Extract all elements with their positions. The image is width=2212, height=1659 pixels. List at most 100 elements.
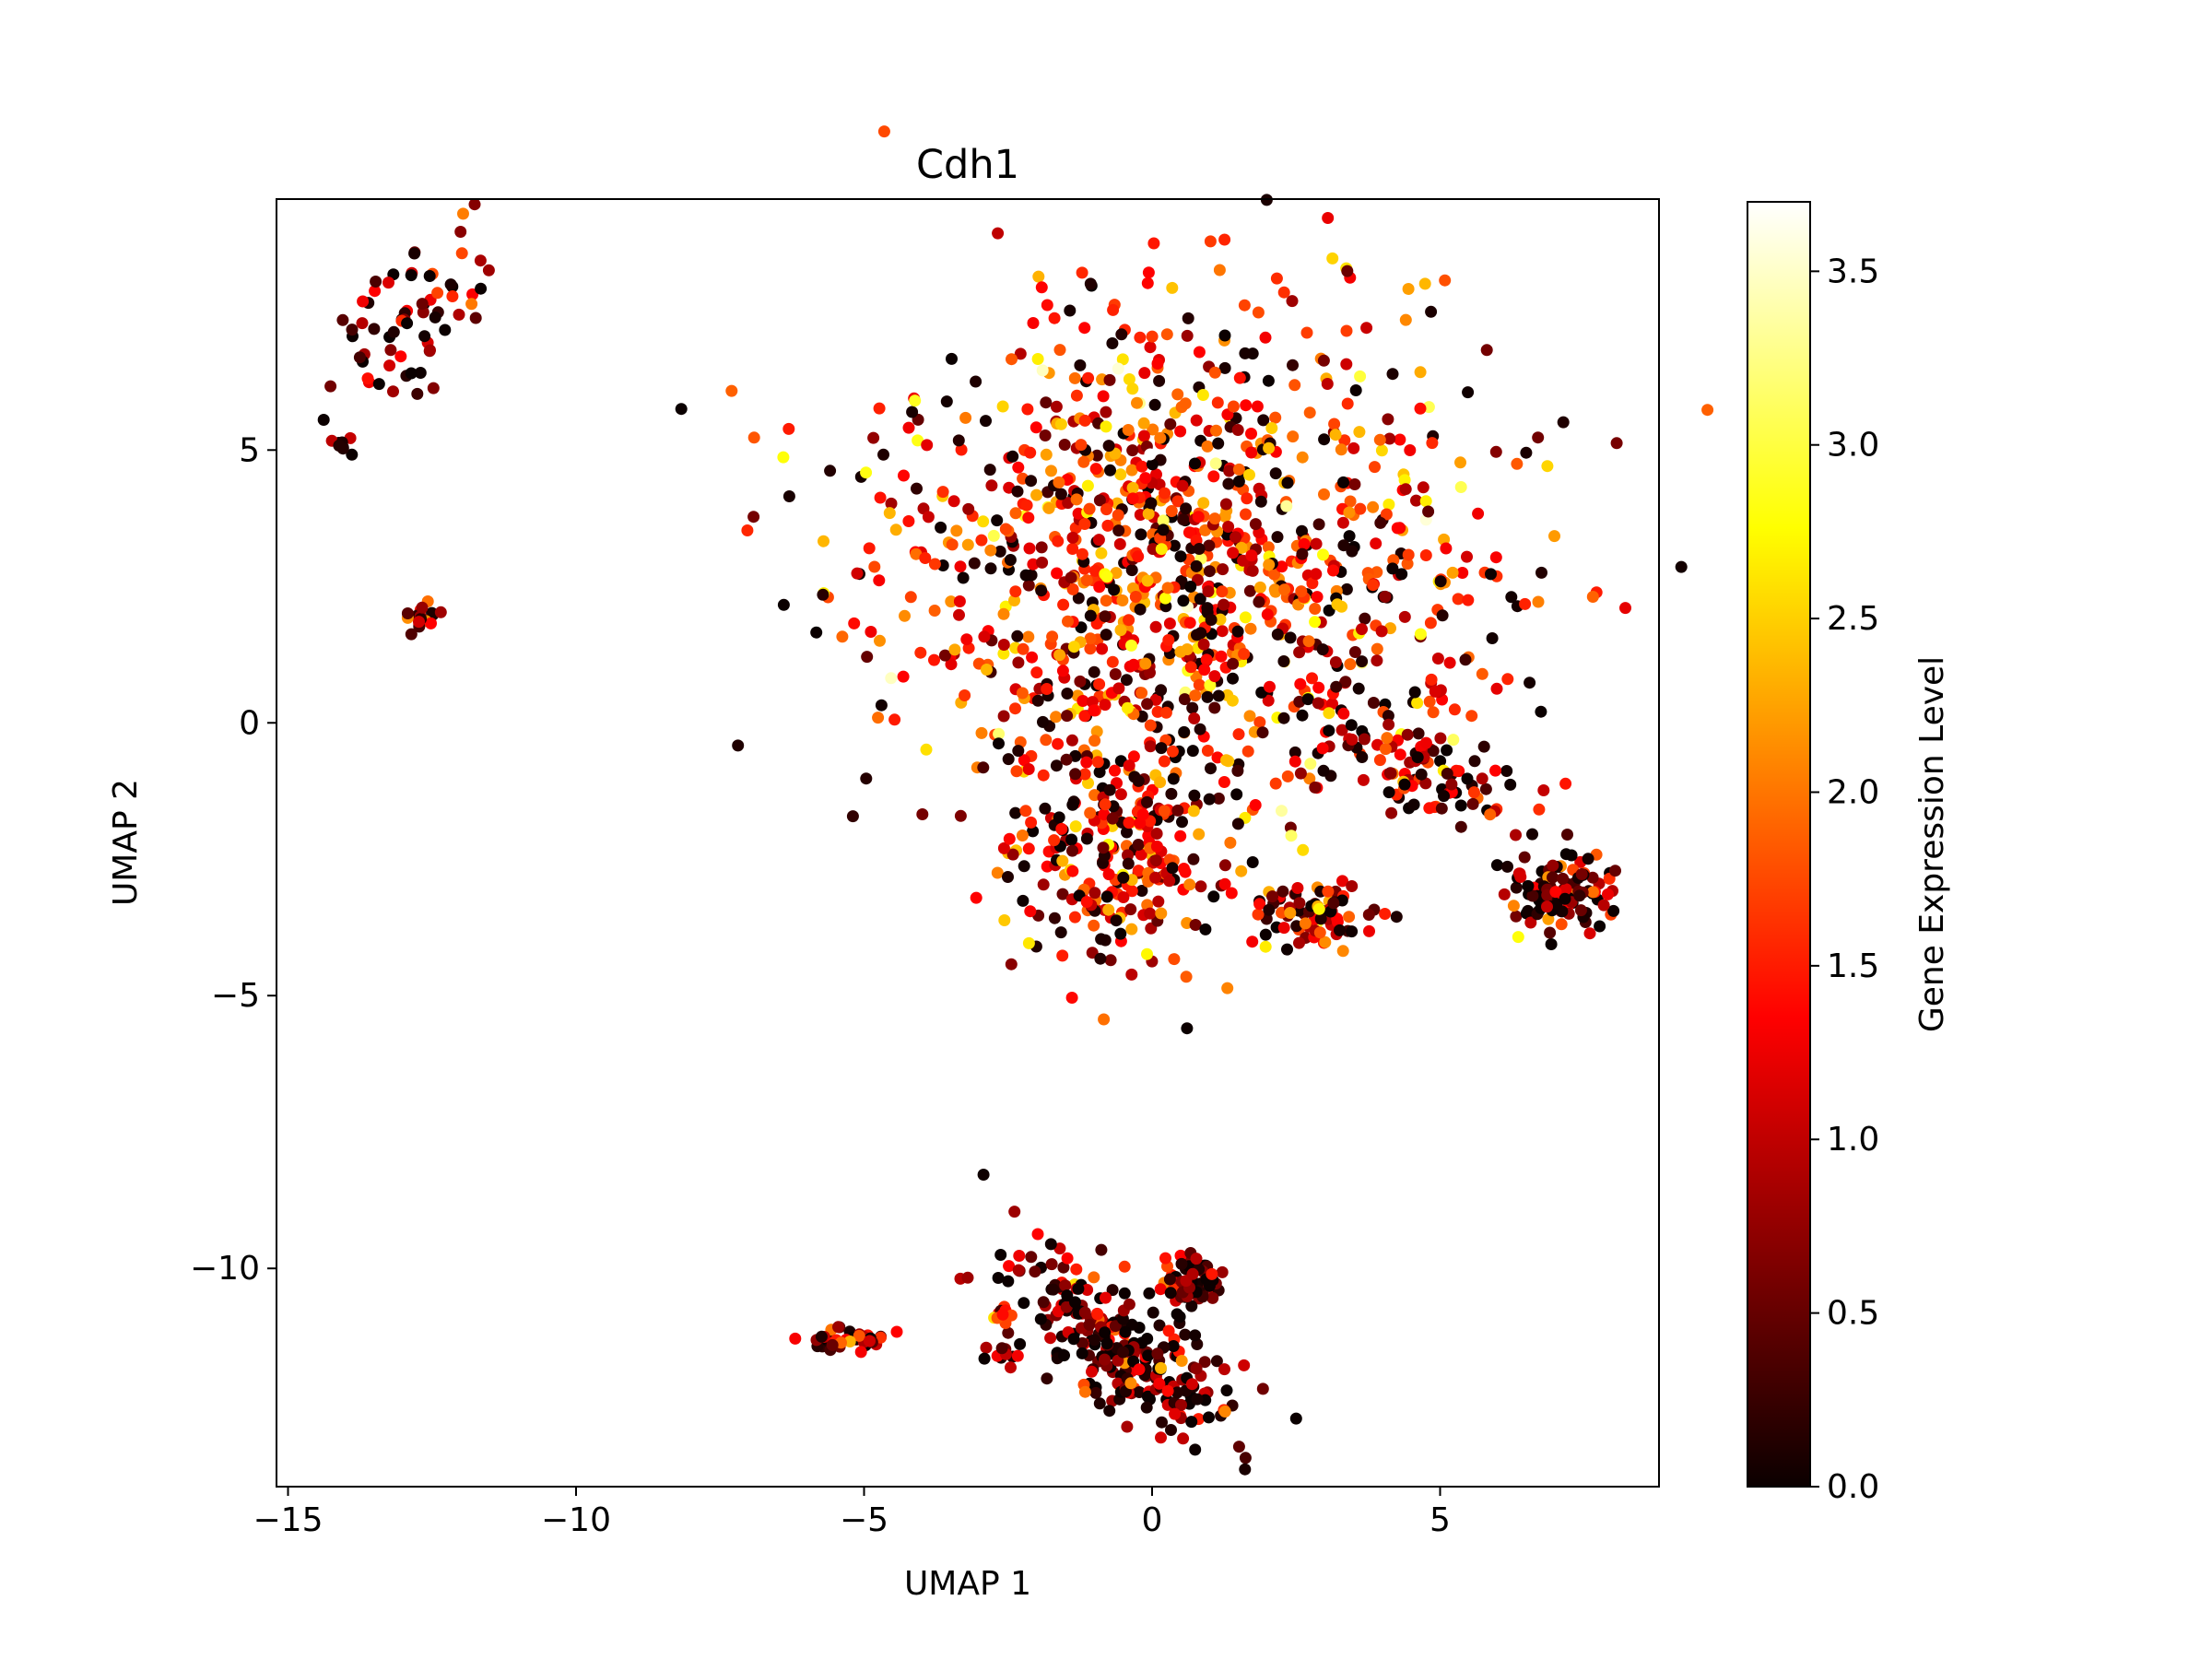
scatter-point (1029, 1265, 1041, 1278)
scatter-point (1166, 862, 1179, 875)
scatter-point (1165, 787, 1178, 800)
scatter-point (1296, 451, 1309, 464)
scatter-point (1383, 432, 1396, 445)
scatter-point (1147, 237, 1160, 250)
scatter-point (1123, 1298, 1135, 1311)
scatter-point (1555, 918, 1568, 931)
scatter-point (1375, 625, 1388, 638)
scatter-point (997, 639, 1010, 651)
scatter-point (741, 524, 754, 536)
scatter-point (1547, 871, 1559, 884)
scatter-point (1196, 389, 1209, 401)
scatter-point (370, 276, 382, 288)
scatter-point (1337, 707, 1350, 720)
colorbar-tick-label: 1.5 (1827, 947, 1879, 985)
scatter-point (1050, 759, 1063, 772)
scatter-point (1231, 818, 1244, 830)
scatter-point (1162, 1324, 1175, 1337)
scatter-point (1514, 871, 1527, 883)
scatter-point (1535, 566, 1547, 579)
scatter-point (1427, 706, 1440, 719)
scatter-point (1549, 886, 1562, 899)
scatter-point (346, 324, 359, 336)
scatter-point (1009, 507, 1022, 520)
scatter-point (1198, 1356, 1211, 1369)
scatter-point (992, 227, 1005, 240)
scatter-point (1074, 359, 1087, 371)
scatter-point (1425, 305, 1438, 318)
scatter-point (1054, 488, 1067, 500)
scatter-point (1084, 642, 1097, 655)
scatter-point (873, 574, 886, 587)
scatter-point (1189, 457, 1201, 470)
scatter-point (1086, 1365, 1098, 1378)
scatter-point (1344, 495, 1357, 508)
scatter-point (1586, 591, 1599, 603)
scatter-point (1148, 398, 1161, 411)
scatter-point (1032, 270, 1045, 283)
scatter-point (1123, 817, 1135, 830)
scatter-point (1402, 548, 1415, 561)
scatter-point (983, 464, 996, 477)
scatter-point (1158, 755, 1171, 768)
scatter-point (1053, 344, 1066, 357)
scatter-point (1619, 602, 1631, 615)
scatter-point (1232, 475, 1245, 488)
scatter-point (1270, 272, 1283, 285)
scatter-point (953, 595, 966, 607)
scatter-point (1512, 931, 1524, 944)
scatter-point (1281, 477, 1294, 489)
scatter-point (1132, 839, 1145, 851)
scatter-point (1163, 618, 1176, 629)
scatter-point (1287, 430, 1300, 443)
scatter-point (1192, 511, 1205, 524)
scatter-point (1353, 426, 1366, 439)
scatter-point (1113, 537, 1126, 550)
scatter-point (1391, 522, 1404, 535)
scatter-point (1167, 772, 1180, 785)
scatter-point (928, 558, 941, 571)
scatter-point (1501, 860, 1513, 873)
scatter-point (954, 809, 967, 822)
scatter-point (1206, 1291, 1219, 1304)
scatter-point (1065, 992, 1078, 1004)
scatter-point (1575, 868, 1588, 880)
scatter-point (1227, 672, 1239, 685)
scatter-point (725, 384, 738, 397)
scatter-point (1155, 1431, 1167, 1444)
scatter-point (1203, 539, 1216, 552)
scatter-point (1066, 844, 1078, 857)
scatter-point (1424, 617, 1437, 629)
scatter-point (1379, 590, 1392, 603)
scatter-point (995, 1342, 1008, 1355)
scatter-point (1253, 581, 1266, 594)
scatter-point (747, 431, 760, 444)
scatter-point (1075, 439, 1088, 452)
scatter-point (1093, 766, 1106, 779)
scatter-point (1069, 820, 1082, 833)
scatter-point (1118, 1260, 1131, 1273)
scatter-point (980, 1341, 993, 1354)
scatter-point (1441, 767, 1453, 780)
scatter-point (1010, 765, 1023, 778)
scatter-point (1537, 784, 1550, 796)
scatter-point (1468, 755, 1481, 768)
scatter-point (1253, 898, 1266, 911)
scatter-point (961, 538, 974, 551)
scatter-point (1277, 655, 1290, 667)
scatter-point (1159, 592, 1171, 605)
scatter-point (1098, 1013, 1111, 1026)
scatter-point (1057, 598, 1070, 611)
scatter-point (1215, 650, 1228, 663)
scatter-point (429, 311, 441, 324)
scatter-point (1346, 880, 1359, 892)
scatter-point (1164, 1287, 1177, 1300)
scatter-point (1070, 493, 1083, 506)
scatter-point (1232, 463, 1245, 476)
scatter-point (1186, 1267, 1199, 1280)
scatter-point (1052, 737, 1065, 750)
scatter-point (985, 479, 998, 492)
y-tick-label: 5 (239, 431, 260, 469)
scatter-point (1078, 710, 1091, 723)
scatter-point (1394, 748, 1406, 761)
